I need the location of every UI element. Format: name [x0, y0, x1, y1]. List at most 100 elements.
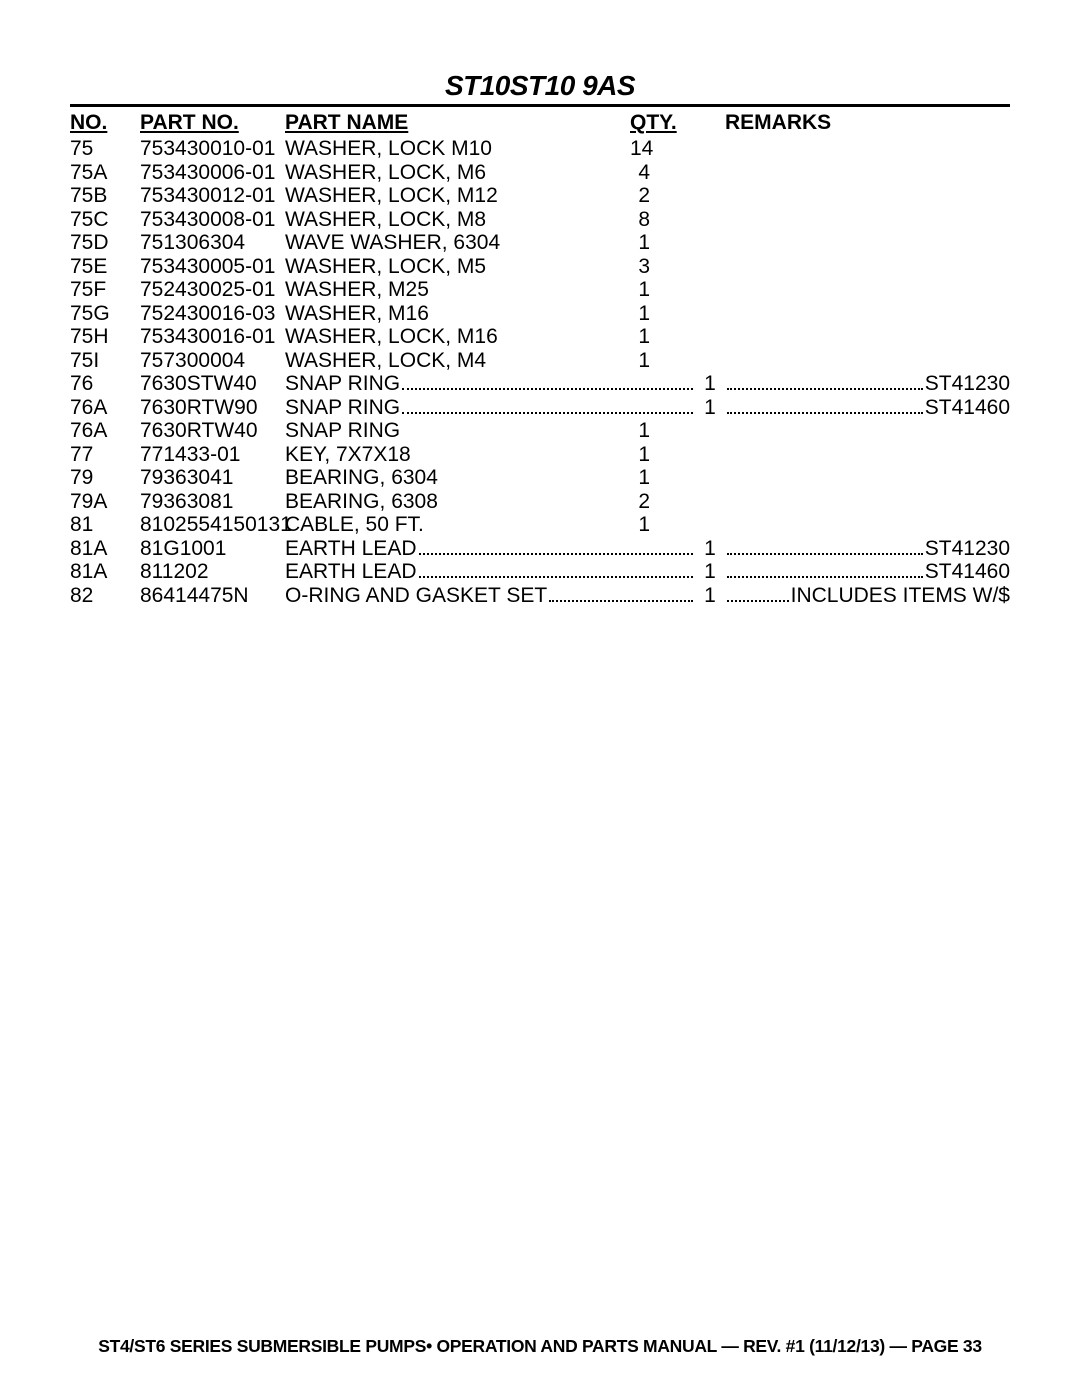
cell-qty: 1 [630, 419, 725, 443]
cell-part-name: BEARING, 6308 [285, 490, 438, 514]
cell-remarks: ST41230 [925, 537, 1010, 561]
table-row: 75753430010-01WASHER, LOCK M10 14 [70, 137, 1010, 161]
table-row: 767630STW40SNAP RING1ST41230 [70, 372, 1010, 396]
cell-name-body: WASHER, LOCK, M5 [285, 255, 630, 279]
cell-remarks-wrap: INCLUDES ITEMS W/$ [725, 584, 1010, 608]
cell-no: 76 [70, 372, 140, 396]
cell-name-body: SNAP RING [285, 419, 630, 443]
cell-remarks [725, 278, 1010, 302]
cell-qty: 8 [630, 208, 725, 232]
cell-remarks [725, 349, 1010, 373]
table-row: 76A7630RTW90SNAP RING1ST41460 [70, 396, 1010, 420]
cell-qty: 1 [630, 278, 725, 302]
cell-part-name: KEY, 7X7X18 [285, 443, 411, 467]
cell-name-body: WASHER, M16 [285, 302, 630, 326]
cell-part-name: WASHER, LOCK, M5 [285, 255, 486, 279]
cell-part-no: 79363041 [140, 466, 285, 490]
table-row: 81A81G1001EARTH LEAD1ST41230 [70, 537, 1010, 561]
cell-remarks [725, 184, 1010, 208]
cell-part-name: O-RING AND GASKET SET [285, 584, 547, 608]
cell-no: 76A [70, 419, 140, 443]
cell-qty: 1 [630, 302, 725, 326]
cell-qty: 1 [630, 325, 725, 349]
cell-qty: 1 [695, 372, 725, 396]
table-row: 75F752430025-01WASHER, M251 [70, 278, 1010, 302]
cell-qty: 1 [695, 396, 725, 420]
header-part-no: PART NO. [140, 111, 285, 135]
cell-part-name: WASHER, LOCK, M12 [285, 184, 498, 208]
cell-part-no: 753430012-01 [140, 184, 285, 208]
cell-no: 81A [70, 560, 140, 584]
table-header: NO. PART NO. PART NAME QTY. REMARKS [70, 111, 1010, 135]
cell-part-no: 7630RTW90 [140, 396, 285, 420]
cell-remarks: ST41460 [925, 396, 1010, 420]
cell-qty: 1 [630, 231, 725, 255]
cell-no: 75 [70, 137, 140, 161]
cell-part-no: 752430025-01 [140, 278, 285, 302]
table-row: 75H753430016-01WASHER, LOCK, M161 [70, 325, 1010, 349]
dot-leader [727, 374, 923, 390]
cell-no: 76A [70, 396, 140, 420]
cell-remarks-wrap: ST41460 [725, 560, 1010, 584]
cell-part-name: WASHER, LOCK, M8 [285, 208, 486, 232]
cell-remarks: ST41230 [925, 372, 1010, 396]
cell-remarks [725, 231, 1010, 255]
cell-part-name: WASHER, M16 [285, 302, 429, 326]
cell-no: 79 [70, 466, 140, 490]
table-row: 75I757300004WASHER, LOCK, M41 [70, 349, 1010, 373]
table-row: 75C753430008-01WASHER, LOCK, M88 [70, 208, 1010, 232]
table-row: 75E753430005-01WASHER, LOCK, M53 [70, 255, 1010, 279]
cell-part-no: 753430006-01 [140, 161, 285, 185]
cell-name-body: WAVE WASHER, 6304 [285, 231, 630, 255]
cell-no: 75H [70, 325, 140, 349]
header-qty: QTY. [630, 111, 725, 135]
cell-part-name: EARTH LEAD [285, 537, 417, 561]
cell-no: 75I [70, 349, 140, 373]
header-remarks: REMARKS [725, 111, 1010, 135]
cell-qty: 14 [630, 137, 725, 161]
cell-part-no: 79363081 [140, 490, 285, 514]
table-row: 75B753430012-01WASHER, LOCK, M122 [70, 184, 1010, 208]
dot-leader [419, 563, 694, 579]
cell-remarks [725, 325, 1010, 349]
cell-part-no: 751306304 [140, 231, 285, 255]
cell-remarks-wrap: ST41230 [725, 372, 1010, 396]
table-row: 818102554150131CABLE, 50 FT.1 [70, 513, 1010, 537]
cell-no: 75E [70, 255, 140, 279]
table-row: 75A753430006-01WASHER, LOCK, M64 [70, 161, 1010, 185]
cell-name-body: WASHER, LOCK M10 [285, 137, 630, 161]
dot-leader [727, 539, 923, 555]
dot-leader [402, 398, 693, 414]
cell-name-body: EARTH LEAD [285, 560, 695, 584]
cell-no: 75B [70, 184, 140, 208]
table-row: 75G752430016-03WASHER, M161 [70, 302, 1010, 326]
cell-name-body: EARTH LEAD [285, 537, 695, 561]
cell-name-body: BEARING, 6308 [285, 490, 630, 514]
cell-part-name: WASHER, LOCK M10 [285, 137, 492, 161]
dot-leader [549, 586, 693, 602]
cell-name-body: WASHER, LOCK, M16 [285, 325, 630, 349]
dot-leader [727, 398, 923, 414]
cell-no: 75A [70, 161, 140, 185]
cell-name-body: SNAP RING [285, 372, 695, 396]
table-row: 76A7630RTW40SNAP RING1 [70, 419, 1010, 443]
cell-part-no: 811202 [140, 560, 285, 584]
cell-no: 77 [70, 443, 140, 467]
cell-name-body: KEY, 7X7X18 [285, 443, 630, 467]
cell-name-body: BEARING, 6304 [285, 466, 630, 490]
cell-no: 81A [70, 537, 140, 561]
table-body: 75753430010-01WASHER, LOCK M101475A75343… [70, 137, 1010, 607]
table-row: 8286414475NO-RING AND GASKET SET1INCLUDE… [70, 584, 1010, 608]
cell-qty: 1 [630, 466, 725, 490]
cell-part-no: 753430010-01 [140, 137, 285, 161]
page-title: ST10ST10 9AS [70, 70, 1010, 102]
cell-part-name: WASHER, LOCK, M6 [285, 161, 486, 185]
cell-remarks [725, 302, 1010, 326]
table-row: 77771433-01KEY, 7X7X181 [70, 443, 1010, 467]
cell-part-name: EARTH LEAD [285, 560, 417, 584]
table-row: 75D751306304WAVE WASHER, 63041 [70, 231, 1010, 255]
cell-remarks [725, 490, 1010, 514]
table-row: 7979363041BEARING, 63041 [70, 466, 1010, 490]
cell-name-body: WASHER, M25 [285, 278, 630, 302]
cell-name-body: WASHER, LOCK, M6 [285, 161, 630, 185]
